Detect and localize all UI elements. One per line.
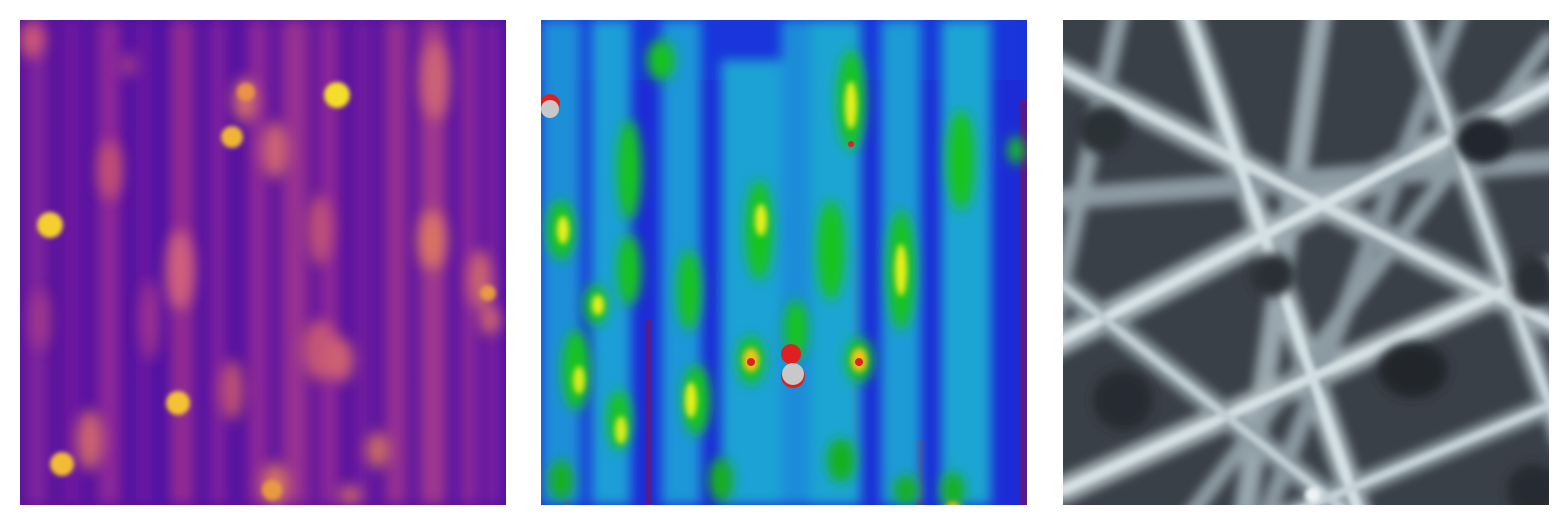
image-panel-plasma: [20, 20, 506, 505]
image-panel-fibers: [1063, 20, 1549, 505]
image-panel-jet: [541, 20, 1027, 505]
fiber-image: [1063, 20, 1549, 505]
jet-image: [541, 20, 1027, 505]
plasma-image: [20, 20, 506, 505]
